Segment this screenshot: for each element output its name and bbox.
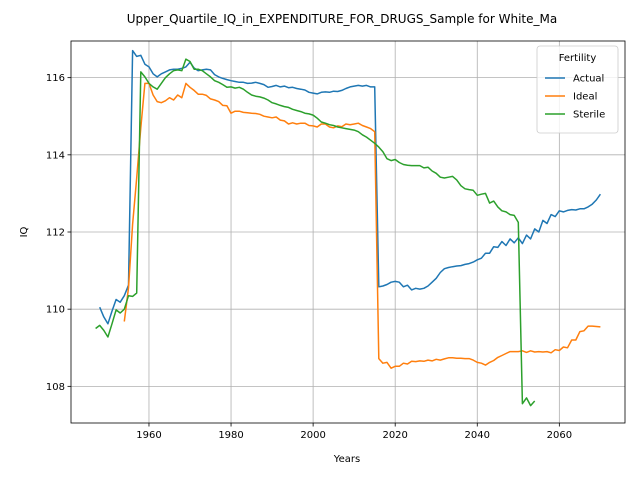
chart-title: Upper_Quartile_IQ_in_EXPENDITURE_FOR_DRU… — [127, 12, 557, 26]
x-tick-label: 1960 — [136, 430, 161, 441]
x-tick-label: 2040 — [465, 430, 490, 441]
legend-title: Fertility — [559, 53, 597, 64]
legend-label-actual: Actual — [573, 74, 604, 85]
x-tick-label: 1980 — [218, 430, 243, 441]
y-tick-label: 114 — [46, 150, 65, 161]
legend-box — [536, 45, 619, 134]
plot-area: 1960 1980 2000 2020 2040 2060 108 110 112 114 116 — [46, 40, 626, 441]
y-tick-label: 110 — [46, 305, 65, 316]
y-tick-label: 108 — [46, 382, 65, 393]
series-line-sterile — [95, 58, 536, 407]
legend-label-ideal: Ideal — [573, 92, 597, 103]
y-tick-label: 116 — [46, 73, 65, 84]
x-tick-label: 2000 — [300, 430, 325, 441]
x-tick-label: 2060 — [547, 430, 572, 441]
legend: Fertility Actual Ideal Sterile — [536, 45, 619, 134]
x-tick-label: 2020 — [382, 430, 407, 441]
y-tick-label: 112 — [46, 228, 65, 239]
x-axis-label: Years — [333, 454, 360, 465]
legend-label-sterile: Sterile — [573, 110, 605, 121]
y-axis-label: IQ — [19, 226, 30, 237]
